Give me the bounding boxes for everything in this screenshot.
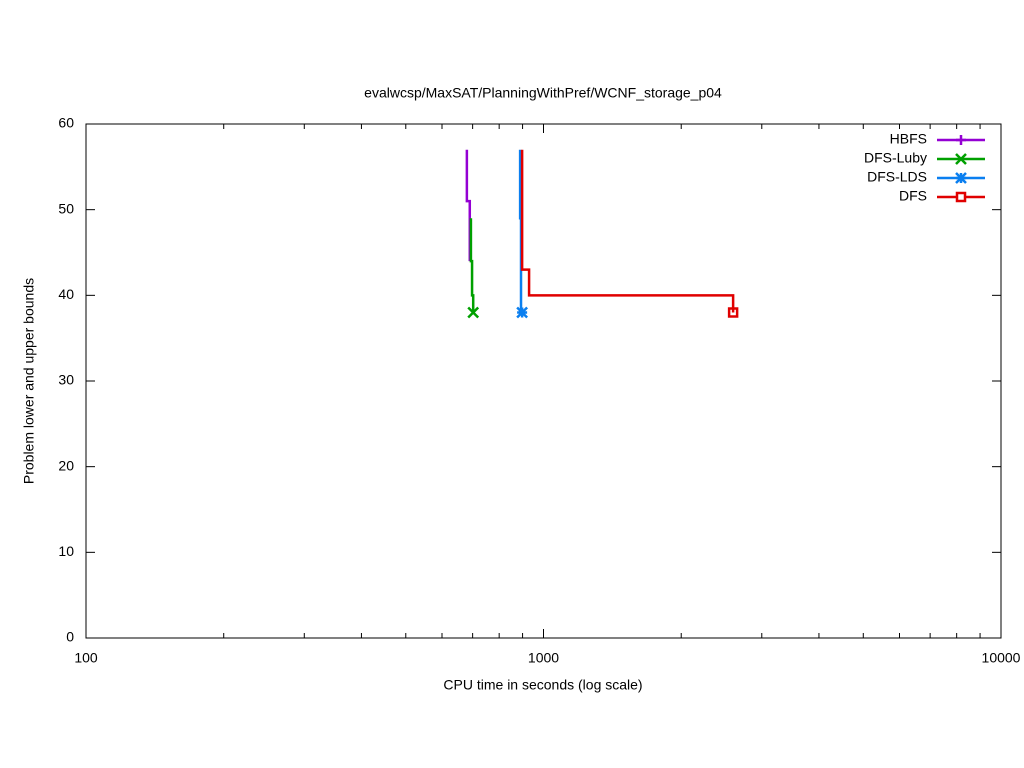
point-marker [727,307,739,318]
y-tick-label: 60 [58,115,74,131]
y-tick-label: 10 [58,543,74,559]
x-tick-label: 1000 [528,650,559,666]
legend-label: DFS [899,188,927,204]
plot-frame [85,123,1002,639]
y-tick-label: 50 [58,200,74,216]
legend-label: DFS-LDS [867,169,927,185]
y-tick-label: 20 [58,457,74,473]
legend-marker [955,172,967,184]
y-tick-label: 0 [66,629,74,645]
y-axis-label: Problem lower and upper bounds [21,278,37,484]
series-line [469,218,475,313]
x-tick-label: 10000 [982,650,1021,666]
legend-marker [955,191,967,203]
x-axis-label: CPU time in seconds (log scale) [443,677,642,693]
series-line [465,149,472,262]
legend-label: HBFS [890,131,927,147]
legend-marker [956,135,966,145]
point-marker [467,306,480,319]
y-tick-label: 40 [58,286,74,302]
y-tick-label: 30 [58,372,74,388]
x-tick-label: 100 [74,650,98,666]
chart-title: evalwcsp/MaxSAT/PlanningWithPref/WCNF_st… [364,85,722,101]
point-marker [516,306,529,319]
legend-marker [955,153,967,165]
series-line [520,149,735,313]
legend-label: DFS-Luby [864,150,927,166]
